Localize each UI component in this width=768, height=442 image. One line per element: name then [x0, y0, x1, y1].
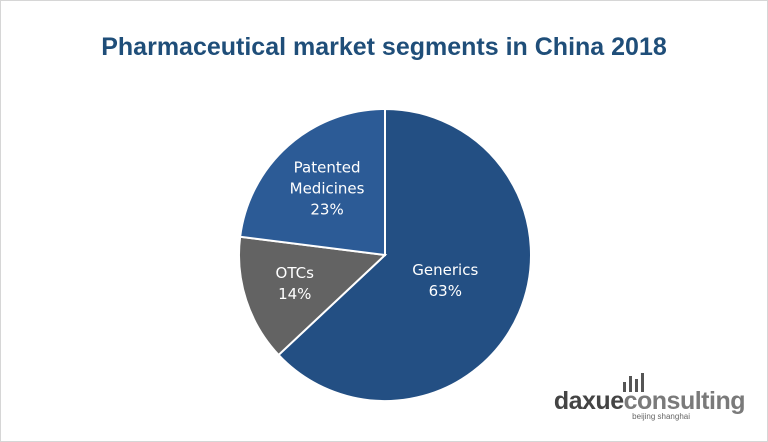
pie-slice — [277, 107, 532, 402]
logo-tagline: beijing shanghai — [632, 412, 690, 421]
slice-label: Generics 63% — [400, 260, 490, 302]
slice-value: 23% — [310, 200, 344, 219]
slice-name: Generics — [412, 261, 479, 280]
slice-name: OTCs — [275, 264, 314, 283]
logo-text: daxueconsulting — [553, 387, 746, 416]
slice-label: Patented Medicines 23% — [282, 158, 372, 221]
slice-label: OTCs 14% — [250, 263, 340, 305]
pie-slice — [239, 107, 386, 257]
slice-name: Patented Medicines — [289, 158, 365, 198]
chart-title: Pharmaceutical market segments in China … — [101, 33, 667, 61]
logo-icon — [623, 373, 644, 392]
logo-part: consulting — [623, 387, 746, 415]
slice-value: 14% — [278, 285, 312, 304]
pie-slice — [238, 235, 388, 357]
slice-value: 63% — [428, 282, 462, 301]
logo-part: daxue — [553, 387, 624, 415]
logo: daxueconsulting beijing shanghai — [553, 387, 746, 421]
